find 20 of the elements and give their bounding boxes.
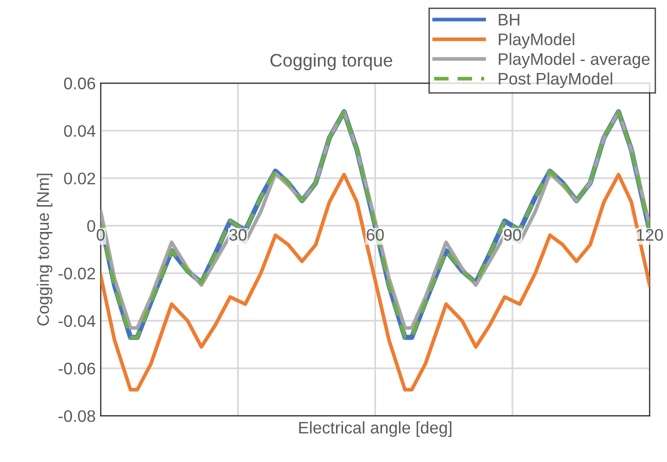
y-axis-title: Cogging torque [Nm] <box>36 174 52 326</box>
y-tick-label: -0.06 <box>58 362 96 374</box>
x-tick-label: 60 <box>366 228 384 241</box>
legend-label: BH <box>498 14 520 26</box>
x-tick-label: 0 <box>96 228 105 241</box>
y-tick-label: -0.08 <box>58 410 96 422</box>
y-tick-label: -0.04 <box>58 315 96 327</box>
chart-title: Cogging torque <box>270 53 392 70</box>
x-tick-label: 120 <box>637 228 663 241</box>
legend-label: PlayModel <box>498 33 574 49</box>
x-tick-label: 90 <box>504 228 522 241</box>
y-tick-label: 0.02 <box>64 172 96 184</box>
x-axis-title: Electrical angle [deg] <box>299 421 452 437</box>
legend-label: Post PlayModel <box>498 72 612 88</box>
x-tick-label: 30 <box>229 228 247 241</box>
legend-label: PlayModel - average <box>498 52 650 68</box>
y-tick-label: 0.06 <box>64 78 96 90</box>
y-tick-label: 0 <box>87 220 96 232</box>
y-tick-label: -0.02 <box>58 268 96 280</box>
y-tick-label: 0.04 <box>64 125 96 137</box>
